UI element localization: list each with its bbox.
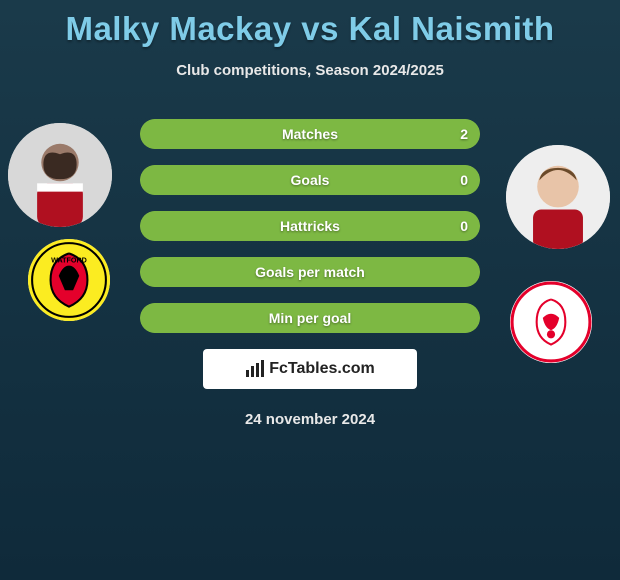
watford-badge-icon: WATFORD xyxy=(28,239,110,321)
stat-value-right: 2 xyxy=(460,126,468,142)
stat-label: Min per goal xyxy=(269,310,351,326)
stat-row: Goals per match xyxy=(140,257,480,287)
stat-value-right: 0 xyxy=(460,172,468,188)
player-left-avatar xyxy=(8,123,112,227)
stat-row: Goals 0 xyxy=(140,165,480,195)
bristol-city-badge-icon xyxy=(510,281,592,363)
player-right-avatar xyxy=(506,145,610,249)
club-badge-right xyxy=(510,281,592,363)
stat-row: Min per goal xyxy=(140,303,480,333)
stat-value-right: 0 xyxy=(460,218,468,234)
stats-table: Matches 2 Goals 0 Hattricks 0 Goals per match M… xyxy=(140,119,480,333)
brand-text: FcTables.com xyxy=(269,360,375,378)
avatar-placeholder-icon xyxy=(8,123,112,227)
subtitle: Club competitions, Season 2024/2025 xyxy=(0,62,620,79)
date-text: 24 november 2024 xyxy=(0,411,620,428)
stat-label: Hattricks xyxy=(280,218,340,234)
comparison-panel: WATFORD Matches 2 Goals 0 Hattricks 0 Goals pe… xyxy=(0,119,620,428)
club-badge-left: WATFORD xyxy=(28,239,110,321)
stat-label: Goals xyxy=(291,172,330,188)
stat-label: Matches xyxy=(282,126,338,142)
avatar-placeholder-icon xyxy=(506,145,610,249)
stat-row: Matches 2 xyxy=(140,119,480,149)
stat-label: Goals per match xyxy=(255,264,365,280)
stat-row: Hattricks 0 xyxy=(140,211,480,241)
page-title: Malky Mackay vs Kal Naismith xyxy=(0,0,620,48)
bar-chart-icon xyxy=(245,360,267,378)
brand-badge: FcTables.com xyxy=(203,349,417,389)
svg-text:WATFORD: WATFORD xyxy=(51,257,87,265)
